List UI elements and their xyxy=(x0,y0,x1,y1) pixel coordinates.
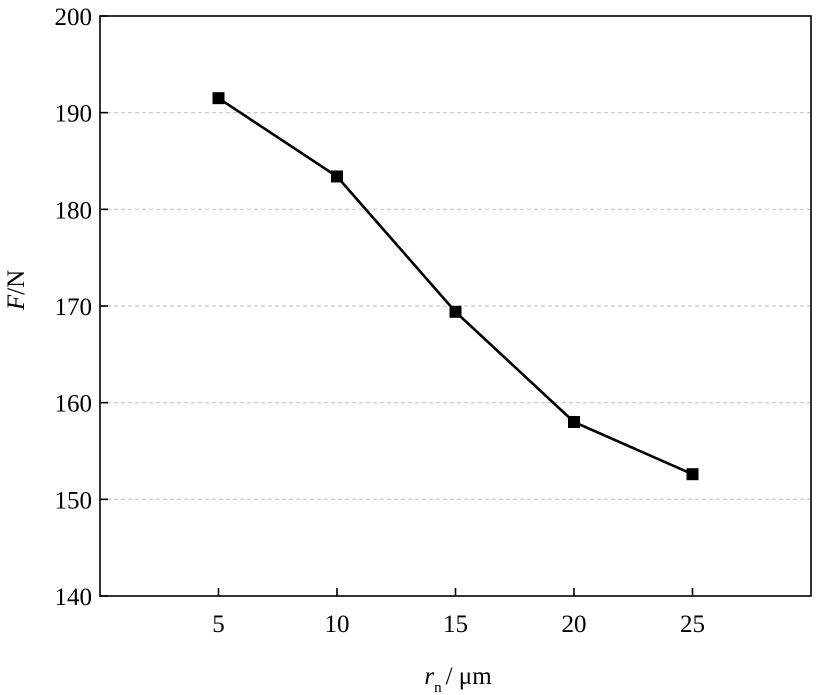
y-tick-label: 180 xyxy=(55,197,93,224)
y-tick-label: 140 xyxy=(55,584,93,611)
y-tick-label: 150 xyxy=(55,487,93,514)
x-tick-label: 25 xyxy=(680,611,705,638)
data-point xyxy=(331,170,343,183)
x-tick-label: 5 xyxy=(212,611,225,638)
axis-ticks: 140 150 160 170 180 190 200 5 10 15 20 25 xyxy=(55,4,706,638)
x-axis-label-subscript: n xyxy=(434,680,442,695)
series-line-layer xyxy=(217,97,694,476)
x-axis-label: rn / μm xyxy=(424,663,492,695)
y-tick-label: 200 xyxy=(55,4,93,31)
data-point xyxy=(686,468,699,481)
data-point xyxy=(212,92,225,105)
x-tick-label: 15 xyxy=(443,611,468,638)
y-axis-label-unit: /N xyxy=(3,270,30,295)
x-axis-label-unit: / μm xyxy=(446,663,493,690)
y-axis-label: F/N xyxy=(3,270,30,311)
y-tick-label: 170 xyxy=(55,294,93,321)
y-axis-label-main: F xyxy=(3,294,30,311)
y-tick-label: 160 xyxy=(55,391,93,418)
data-point xyxy=(568,416,580,428)
y-tick-label: 190 xyxy=(55,101,93,128)
x-tick-label: 10 xyxy=(325,611,350,638)
data-point xyxy=(449,305,462,318)
x-axis-label-main: r xyxy=(424,663,434,690)
x-tick-label: 20 xyxy=(562,611,587,638)
data-point-layer xyxy=(212,92,699,481)
series-line-0 xyxy=(217,97,694,476)
